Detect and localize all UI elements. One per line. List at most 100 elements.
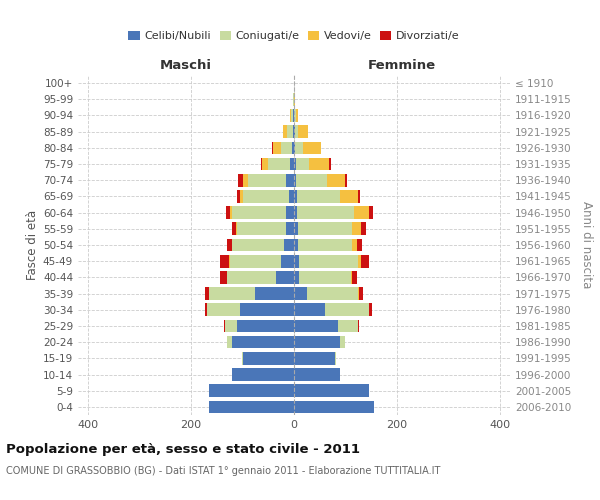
Bar xyxy=(287,126,293,138)
Y-axis label: Anni di nascita: Anni di nascita xyxy=(580,202,593,288)
Bar xyxy=(294,352,335,364)
Bar xyxy=(238,174,242,186)
Bar xyxy=(296,158,309,170)
Bar xyxy=(294,320,338,332)
Bar xyxy=(276,271,294,283)
Bar xyxy=(295,126,298,138)
Bar xyxy=(296,174,327,186)
Bar xyxy=(294,126,295,138)
Bar xyxy=(240,304,294,316)
Bar xyxy=(350,271,352,283)
Bar xyxy=(296,190,340,202)
Bar xyxy=(294,336,340,348)
Bar xyxy=(205,304,206,316)
Bar xyxy=(242,352,294,364)
Bar xyxy=(232,336,294,348)
Bar xyxy=(238,222,286,235)
Bar xyxy=(309,158,329,170)
Bar xyxy=(294,174,296,186)
Bar xyxy=(232,238,284,252)
Bar xyxy=(357,238,362,252)
Bar xyxy=(242,174,248,186)
Bar xyxy=(294,142,295,154)
Bar xyxy=(242,190,289,202)
Bar xyxy=(369,206,373,219)
Bar xyxy=(226,206,230,219)
Bar xyxy=(295,142,303,154)
Bar xyxy=(338,320,358,332)
Bar xyxy=(294,368,340,381)
Bar xyxy=(232,368,294,381)
Bar xyxy=(294,158,296,170)
Y-axis label: Fasce di età: Fasce di età xyxy=(26,210,39,280)
Bar xyxy=(230,255,281,268)
Bar xyxy=(335,352,336,364)
Bar xyxy=(296,109,298,122)
Bar xyxy=(262,158,268,170)
Bar xyxy=(294,288,307,300)
Bar xyxy=(294,190,296,202)
Bar xyxy=(290,109,292,122)
Bar xyxy=(298,126,308,138)
Bar xyxy=(294,255,299,268)
Bar xyxy=(238,190,240,202)
Bar xyxy=(298,238,352,252)
Bar xyxy=(209,400,294,413)
Bar xyxy=(290,158,294,170)
Bar xyxy=(358,320,359,332)
Bar xyxy=(352,271,357,283)
Bar xyxy=(283,126,287,138)
Bar xyxy=(236,222,238,235)
Bar xyxy=(206,304,240,316)
Bar xyxy=(261,158,262,170)
Bar xyxy=(227,238,232,252)
Bar xyxy=(232,222,236,235)
Bar xyxy=(224,320,238,332)
Bar xyxy=(294,384,368,397)
Bar xyxy=(294,109,296,122)
Bar xyxy=(238,320,294,332)
Bar xyxy=(286,222,294,235)
Bar xyxy=(298,222,352,235)
Bar xyxy=(286,174,294,186)
Bar xyxy=(294,222,298,235)
Bar xyxy=(294,400,374,413)
Bar xyxy=(361,222,366,235)
Bar xyxy=(281,255,294,268)
Bar xyxy=(299,255,358,268)
Bar xyxy=(303,142,321,154)
Bar xyxy=(230,206,232,219)
Bar xyxy=(299,271,350,283)
Bar xyxy=(358,255,361,268)
Bar xyxy=(256,288,294,300)
Bar xyxy=(294,304,325,316)
Bar xyxy=(292,142,294,154)
Bar xyxy=(294,206,297,219)
Text: Maschi: Maschi xyxy=(160,59,212,72)
Text: Popolazione per età, sesso e stato civile - 2011: Popolazione per età, sesso e stato civil… xyxy=(6,442,360,456)
Bar xyxy=(268,158,290,170)
Legend: Celibi/Nubili, Coniugati/e, Vedovi/e, Divorziati/e: Celibi/Nubili, Coniugati/e, Vedovi/e, Di… xyxy=(124,26,464,46)
Bar xyxy=(292,109,293,122)
Bar xyxy=(340,190,358,202)
Bar xyxy=(359,288,364,300)
Bar xyxy=(369,304,371,316)
Bar xyxy=(345,174,347,186)
Bar xyxy=(289,190,294,202)
Bar xyxy=(209,288,256,300)
Bar xyxy=(325,304,368,316)
Bar xyxy=(209,384,294,397)
Bar xyxy=(358,190,361,202)
Bar xyxy=(327,174,345,186)
Bar xyxy=(273,142,281,154)
Bar xyxy=(294,271,299,283)
Bar xyxy=(286,206,294,219)
Text: COMUNE DI GRASSOBBIO (BG) - Dati ISTAT 1° gennaio 2011 - Elaborazione TUTTITALIA: COMUNE DI GRASSOBBIO (BG) - Dati ISTAT 1… xyxy=(6,466,440,476)
Bar xyxy=(307,288,358,300)
Bar xyxy=(281,142,292,154)
Bar xyxy=(220,255,229,268)
Bar xyxy=(227,336,232,348)
Bar xyxy=(358,288,359,300)
Bar xyxy=(284,238,294,252)
Bar xyxy=(205,288,209,300)
